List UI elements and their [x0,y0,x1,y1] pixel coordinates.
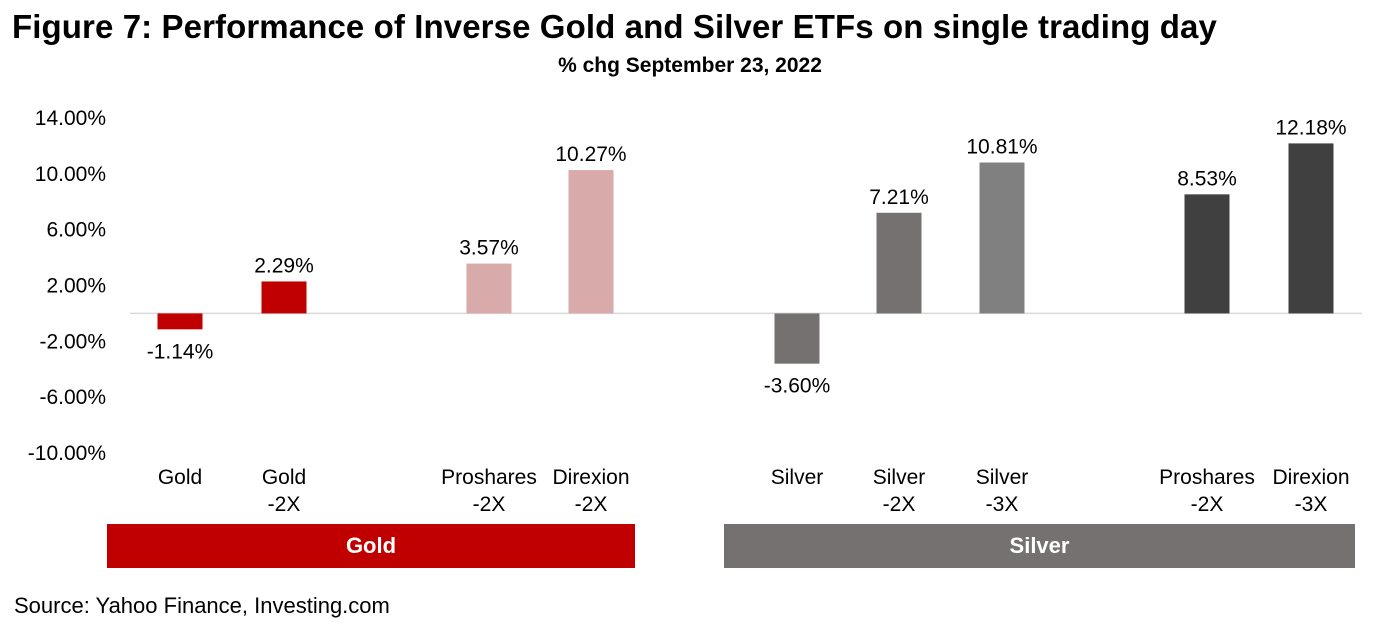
bar [774,313,820,364]
x-tick-label: -2X [473,493,506,516]
y-tick-label: -10.00% [28,442,106,465]
bar [568,170,614,314]
y-tick-label: 14.00% [35,107,106,130]
x-tick-label: -2X [1191,493,1224,516]
bar [261,281,307,314]
data-label: -3.60% [764,375,831,398]
bar [979,162,1025,314]
chart-subtitle: % chg September 23, 2022 [558,54,822,77]
data-label: 8.53% [1177,167,1237,190]
x-tick-label: Silver [976,466,1029,489]
bar [876,212,922,314]
x-tick-label: -3X [986,493,1019,516]
x-tick-label: Proshares [1159,466,1255,489]
x-tick-label: -2X [883,493,916,516]
x-tick-label: Direxion [552,466,629,489]
x-tick-label: Silver [873,466,926,489]
data-label: -1.14% [147,340,214,363]
bar [1288,143,1334,314]
x-tick-label: Silver [771,466,824,489]
data-label: 7.21% [869,186,929,209]
y-tick-label: -6.00% [39,386,106,409]
y-tick-label: 10.00% [35,163,106,186]
bar [157,313,203,330]
x-tick-label: Proshares [441,466,537,489]
source-note: Source: Yahoo Finance, Investing.com [14,593,390,618]
data-label: 10.81% [966,136,1037,159]
group-banner [107,524,635,568]
y-tick-label: 2.00% [46,275,106,298]
data-label: 10.27% [555,143,626,166]
data-label: 2.29% [254,254,314,277]
x-tick-label: Gold [262,466,306,489]
bar [1184,194,1230,314]
x-tick-label: -2X [268,493,301,516]
bar [466,263,512,314]
x-tick-label: -3X [1295,493,1328,516]
group-banner-label: Gold [346,533,396,558]
x-tick-label: Direxion [1272,466,1349,489]
y-tick-label: -2.00% [39,330,106,353]
data-label: 12.18% [1275,116,1346,139]
y-tick-label: 6.00% [46,219,106,242]
x-tick-label: -2X [575,493,608,516]
group-banner-label: Silver [1010,533,1070,558]
group-banner [724,524,1355,568]
x-tick-label: Gold [158,466,202,489]
data-label: 3.57% [459,237,519,260]
chart-title: Figure 7: Performance of Inverse Gold an… [12,8,1217,45]
